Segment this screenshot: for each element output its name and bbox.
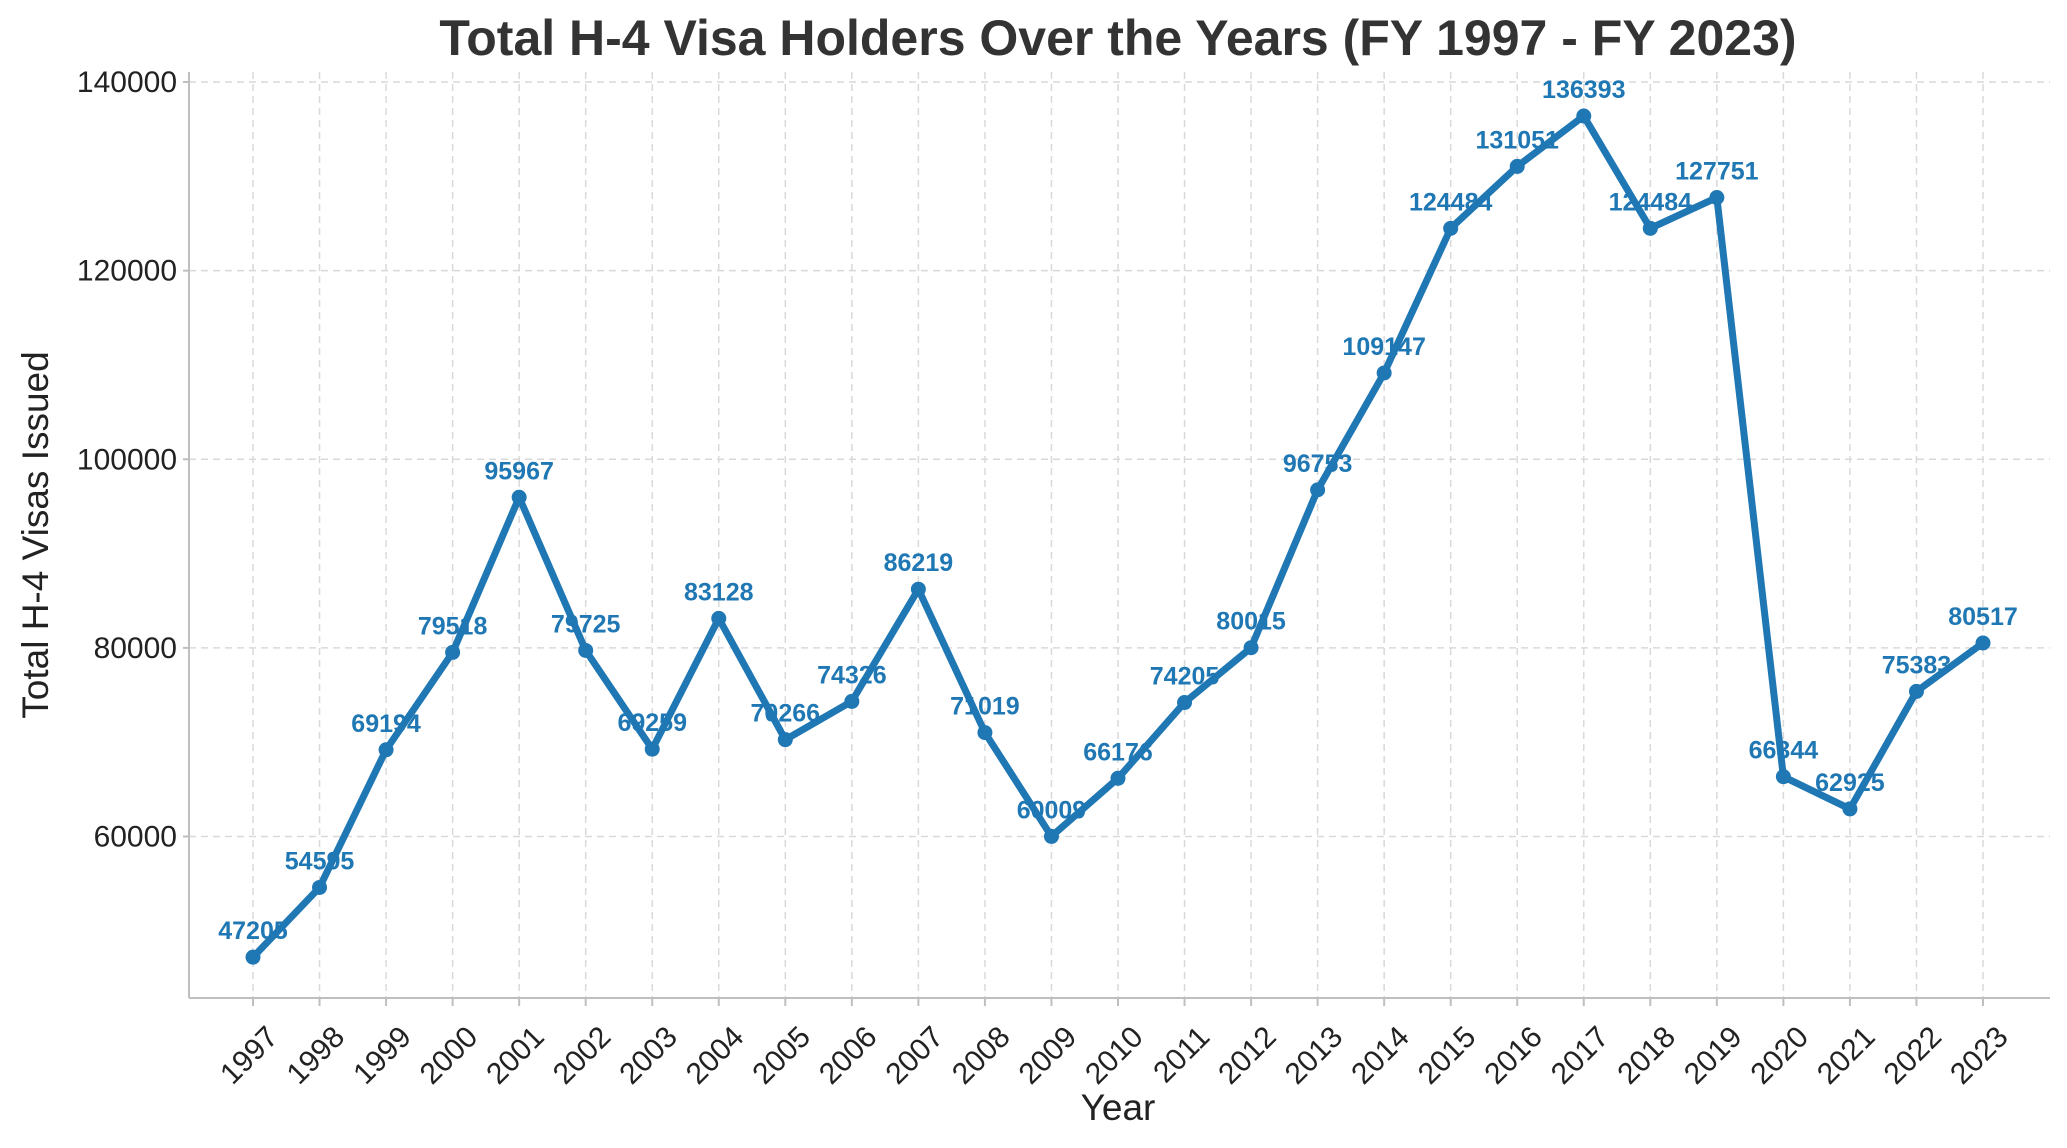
data-labels: 47205 54595 69194 79518 95967 79725 69259 83128…	[218, 76, 2018, 945]
data-point	[1642, 220, 1658, 236]
x-tick-label: 1998	[281, 1020, 352, 1091]
data-point	[844, 693, 860, 709]
data-label: 80517	[1948, 603, 2018, 631]
x-tick-label: 2017	[1545, 1020, 1616, 1091]
data-label: 96753	[1283, 450, 1353, 478]
y-tick-label: 100000	[77, 443, 177, 476]
data-point	[1310, 482, 1326, 498]
data-label: 86219	[884, 549, 954, 577]
x-tick-label: 2021	[1811, 1020, 1882, 1091]
x-tick-label: 2002	[547, 1020, 618, 1091]
x-axis-label: Year	[1081, 1087, 1156, 1128]
x-tick-label: 1997	[214, 1020, 285, 1091]
data-point	[1709, 190, 1725, 206]
data-label: 131051	[1476, 126, 1560, 154]
data-label: 69259	[617, 709, 687, 737]
data-point	[910, 581, 926, 597]
data-point	[1908, 683, 1924, 699]
series	[245, 108, 1991, 965]
y-tick-label: 80000	[94, 632, 177, 665]
data-point	[511, 489, 527, 505]
data-label: 70266	[751, 700, 821, 728]
data-label: 79725	[551, 610, 621, 638]
data-label: 136393	[1542, 76, 1625, 104]
data-point	[378, 742, 394, 758]
data-label: 124484	[1409, 188, 1493, 216]
data-label: 83128	[684, 578, 754, 606]
y-axis-label: Total H-4 Visas Issued	[15, 351, 56, 718]
data-label: 79518	[418, 612, 488, 640]
data-point	[245, 949, 261, 965]
data-label: 54595	[285, 847, 355, 875]
x-tick-label: 2016	[1478, 1020, 1549, 1091]
x-tick-label: 2004	[680, 1020, 751, 1091]
data-point	[1110, 770, 1126, 786]
x-tick-label: 2023	[1944, 1020, 2015, 1091]
data-label: 74326	[817, 661, 887, 689]
data-point	[977, 725, 993, 741]
x-tick-label: 2011	[1147, 1020, 1216, 1089]
x-tick-label: 2012	[1212, 1020, 1283, 1091]
data-label: 124484	[1609, 188, 1693, 216]
x-tick-labels: 1997199819992000200120022003200420052006…	[214, 998, 2015, 1091]
data-point	[312, 879, 328, 895]
data-point	[445, 644, 461, 660]
x-tick-label: 2000	[414, 1020, 485, 1091]
x-tick-label: 2001	[480, 1020, 551, 1091]
data-label: 95967	[484, 457, 554, 485]
data-point	[644, 741, 660, 757]
chart-title: Total H-4 Visa Holders Over the Years (F…	[439, 10, 1796, 66]
x-tick-label: 2005	[746, 1020, 817, 1091]
data-label: 80015	[1216, 608, 1286, 636]
data-label: 127751	[1675, 158, 1759, 186]
grid	[189, 72, 2050, 998]
data-point	[1243, 640, 1259, 656]
data-label: 69194	[351, 710, 421, 738]
data-label: 74205	[1150, 663, 1220, 691]
x-tick-label: 2003	[613, 1020, 684, 1091]
y-tick-label: 60000	[94, 821, 177, 854]
x-tick-label: 2019	[1678, 1020, 1749, 1091]
data-point	[1842, 801, 1858, 817]
x-tick-label: 2014	[1345, 1020, 1416, 1091]
data-label: 66176	[1083, 738, 1153, 766]
y-tick-labels: 60000 80000 100000 120000 140000	[77, 66, 189, 854]
data-point	[1043, 828, 1059, 844]
data-label: 75383	[1882, 651, 1952, 679]
data-label: 71019	[950, 693, 1020, 721]
axes	[188, 72, 2050, 999]
x-tick-label: 2008	[946, 1020, 1017, 1091]
data-point	[1177, 695, 1193, 711]
data-point	[1775, 769, 1791, 785]
x-tick-label: 2010	[1079, 1020, 1150, 1091]
data-label: 60009	[1017, 796, 1087, 824]
x-tick-label: 2006	[813, 1020, 884, 1091]
x-tick-label: 2007	[880, 1020, 951, 1091]
data-label: 62925	[1815, 769, 1885, 797]
y-tick-label: 120000	[77, 255, 177, 288]
data-point	[578, 642, 594, 658]
x-tick-label: 2015	[1412, 1020, 1483, 1091]
data-point	[1576, 108, 1592, 124]
data-label: 66344	[1749, 737, 1819, 765]
x-tick-label: 2009	[1013, 1020, 1084, 1091]
data-label: 47205	[218, 917, 288, 945]
data-point	[1376, 365, 1392, 381]
x-tick-label: 2018	[1611, 1020, 1682, 1091]
data-point	[1443, 220, 1459, 236]
data-point	[1975, 635, 1991, 651]
y-tick-label: 140000	[77, 66, 177, 99]
data-point	[711, 610, 727, 626]
data-point	[1509, 158, 1525, 174]
x-tick-label: 2020	[1745, 1020, 1816, 1091]
data-label: 109147	[1342, 333, 1425, 361]
x-tick-label: 1999	[347, 1020, 418, 1091]
data-point	[777, 732, 793, 748]
x-tick-label: 2013	[1279, 1020, 1350, 1091]
x-tick-label: 2022	[1878, 1020, 1949, 1091]
